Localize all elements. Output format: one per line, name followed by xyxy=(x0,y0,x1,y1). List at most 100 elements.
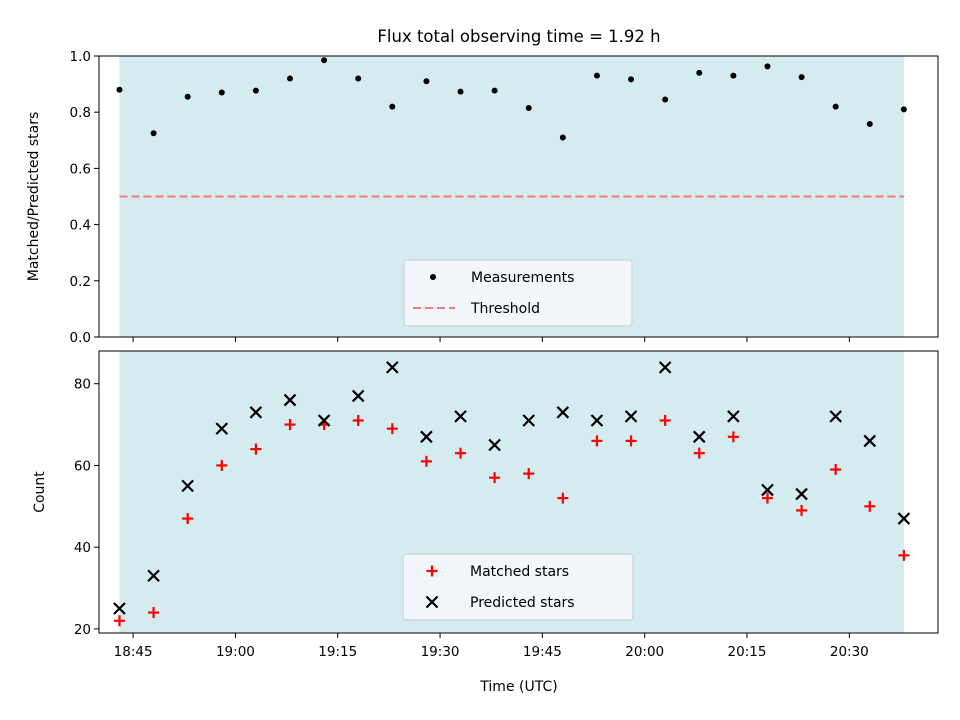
legend: Measurements Threshold xyxy=(403,259,633,327)
measurement-point xyxy=(491,87,498,94)
predicted-star-point-b xyxy=(317,414,331,427)
x-tick-label: 20:00 xyxy=(625,644,664,660)
predicted-star-point xyxy=(420,430,433,444)
matched-star-point xyxy=(420,455,432,467)
x-tick-label: 20:30 xyxy=(830,644,869,660)
predicted-star-point xyxy=(454,410,467,423)
predicted-star-point xyxy=(624,410,638,423)
matched-star-point xyxy=(284,419,296,431)
measurement-point xyxy=(730,72,737,79)
matched-star-point xyxy=(591,435,603,447)
matched-star-point xyxy=(796,504,808,516)
predicted-star-point xyxy=(863,434,877,448)
matched-star-point xyxy=(216,459,228,471)
predicted-star-point-b xyxy=(556,406,570,419)
matched-star-point xyxy=(148,607,160,619)
measurement-point xyxy=(593,72,600,79)
predicted-star-point-b xyxy=(692,430,706,444)
predicted-star-point xyxy=(556,406,570,419)
predicted-star-point xyxy=(351,389,365,403)
legend-label: Measurements xyxy=(471,270,574,286)
measurement-point xyxy=(116,86,123,93)
axes-frame xyxy=(98,55,939,338)
y-axis-label: Matched/Predicted stars xyxy=(26,112,42,282)
matched-star-point xyxy=(727,431,739,443)
predicted-star-point-b xyxy=(829,410,842,423)
legend-label: Threshold xyxy=(470,301,540,317)
matched-star-point xyxy=(455,447,467,459)
x-tick-label: 20:15 xyxy=(728,644,767,660)
predicted-star-point xyxy=(488,438,501,452)
predicted-star-point-b xyxy=(215,422,229,435)
predicted-star-point xyxy=(522,414,536,427)
matched-star-point xyxy=(625,435,637,447)
legend-swatch-b xyxy=(425,595,439,609)
axes-frame xyxy=(98,350,939,634)
measurement-point xyxy=(389,103,396,110)
y-tick-label: 0.6 xyxy=(70,161,91,177)
legend-box xyxy=(402,553,634,621)
y-tick-label: 20 xyxy=(74,622,91,638)
predicted-star-point-b xyxy=(727,410,740,423)
predicted-star-point xyxy=(113,602,126,615)
legend-box xyxy=(403,259,633,327)
predicted-star-point xyxy=(590,414,604,427)
measurement-point xyxy=(457,88,464,95)
matched-star-point xyxy=(523,468,535,480)
measurement-point xyxy=(184,93,191,100)
count-panel: 20 40 60 80 18:45 19:00 19:15 19:30 19:45 20:00 20… xyxy=(32,350,939,660)
y-tick-label: 40 xyxy=(74,540,91,556)
x-tick-label: 19:30 xyxy=(421,644,460,660)
measurement-point xyxy=(321,57,328,64)
matched-star-point xyxy=(113,615,125,627)
y-axis-label: Count xyxy=(32,471,48,513)
predicted-star-point-b xyxy=(181,479,194,493)
measurement-point xyxy=(355,75,362,82)
predicted-star-point xyxy=(283,393,297,407)
predicted-star-point-b xyxy=(590,414,604,427)
predicted-star-point-b xyxy=(761,483,774,497)
predicted-star-point-b xyxy=(488,438,501,452)
y-tick-label: 80 xyxy=(74,377,91,393)
measurement-point xyxy=(218,89,225,96)
measurement-point xyxy=(900,106,907,113)
predicted-star-point xyxy=(658,361,672,374)
predicted-star-point xyxy=(181,479,194,493)
measurement-point xyxy=(696,69,703,76)
predicted-star-point xyxy=(147,569,160,583)
ratio-panel: 0.0 0.2 0.4 0.6 0.8 1.0 Matched/Predicted star… xyxy=(26,49,939,346)
legend-swatch xyxy=(430,274,436,280)
matched-star-point xyxy=(864,500,876,512)
matched-star-point xyxy=(352,414,364,426)
predicted-star-point xyxy=(215,422,229,435)
measurement-point xyxy=(798,74,805,81)
y-tick-label: 1.0 xyxy=(70,49,91,65)
legend-label: Predicted stars xyxy=(470,595,575,611)
predicted-star-point xyxy=(897,512,911,525)
predicted-star-point xyxy=(692,430,706,444)
measurement-point xyxy=(286,75,293,82)
y-tick-label: 0.8 xyxy=(70,105,91,121)
predicted-star-point-b xyxy=(420,430,433,444)
predicted-star-point xyxy=(829,410,842,423)
matched-star-point xyxy=(557,492,569,504)
x-tick-label: 19:15 xyxy=(318,644,357,660)
x-tick-label: 18:45 xyxy=(114,644,153,660)
measurement-point xyxy=(525,104,532,111)
measurement-point xyxy=(764,63,771,70)
measurement-point xyxy=(150,130,157,137)
predicted-star-point-b xyxy=(897,512,911,525)
matched-star-point xyxy=(182,513,194,525)
measurement-point xyxy=(559,134,566,141)
predicted-star-point xyxy=(386,361,399,374)
matched-star-point xyxy=(250,443,262,455)
predicted-star-point-b xyxy=(283,393,297,407)
matched-star-point xyxy=(386,423,398,435)
matched-star-point xyxy=(659,414,671,426)
predicted-star-point-b xyxy=(522,414,536,427)
measurement-point xyxy=(423,78,430,85)
predicted-star-point xyxy=(727,410,740,423)
predicted-star-point-b xyxy=(147,569,160,583)
matched-star-point xyxy=(830,464,842,476)
predicted-star-point xyxy=(249,406,263,419)
